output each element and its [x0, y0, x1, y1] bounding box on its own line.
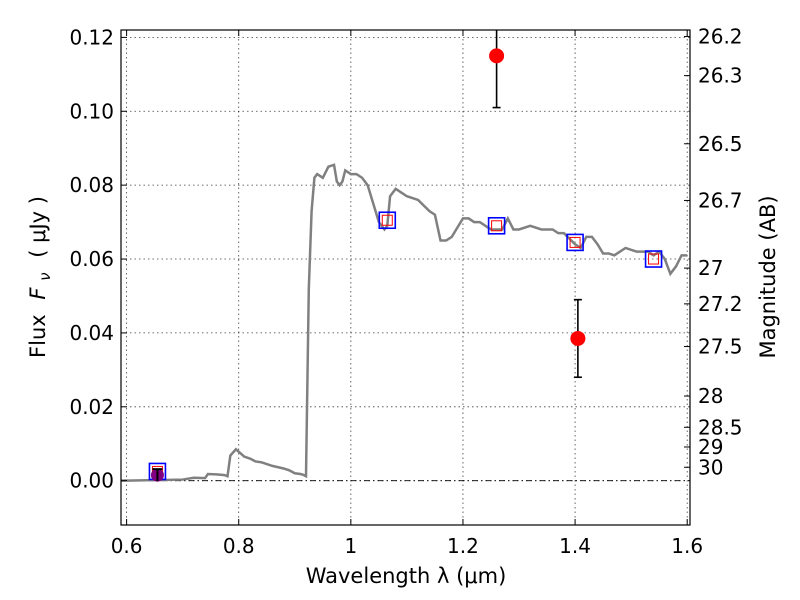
- y2-axis-label: Magnitude (AB): [756, 195, 780, 358]
- observed-point: [489, 48, 505, 64]
- model-photometry-box: [644, 250, 663, 268]
- mag-tick-label: 26.2: [698, 25, 743, 49]
- mag-tick-label: 26.5: [698, 132, 743, 156]
- model-photometry-box: [378, 211, 397, 230]
- y-axis-label-unit: ( μJy ): [26, 196, 50, 258]
- model-photometry-box: [487, 216, 506, 235]
- mag-tick-label: 27.5: [698, 335, 743, 359]
- model-photometry-inner: [569, 236, 581, 248]
- y-tick-label: 0.10: [69, 99, 114, 123]
- model-photometry-inner: [491, 220, 503, 232]
- y-tick-label: 0.00: [69, 469, 114, 493]
- model-photometry-box: [566, 233, 584, 252]
- markers: [148, 30, 663, 482]
- axis-ticks: [121, 30, 690, 525]
- mag-tick-label: 28.5: [698, 415, 743, 439]
- y-tick-label: 0.08: [69, 173, 114, 197]
- grid-lines: [121, 30, 690, 525]
- mag-tick-label: 30: [698, 455, 723, 479]
- model-photometry-inner: [648, 253, 660, 265]
- mag-tick-label: 26.7: [698, 188, 743, 212]
- x-tick-label: 0.6: [111, 534, 143, 558]
- y-axis-label-symbol: F: [26, 287, 50, 300]
- svg-text:Flux F ν ( μ: Flux F ν ( μJy ): [26, 196, 55, 358]
- y-tick-label: 0.04: [69, 321, 114, 345]
- plot-frame: [120, 29, 691, 526]
- y-axis-label: Flux F ν ( μJy ): [26, 196, 55, 358]
- y-axis-label-text: Flux: [26, 314, 50, 358]
- model-sed-line: [120, 163, 688, 482]
- mag-tick-label: 29: [698, 435, 723, 459]
- mag-tick-label: 26.3: [698, 64, 743, 88]
- y-tick-label: 0.06: [69, 247, 114, 271]
- x-tick-label: 1.6: [671, 534, 703, 558]
- x-axis-label: Wavelength λ (μm): [306, 564, 507, 588]
- mag-tick-label: 27: [698, 256, 723, 280]
- mag-tick-label: 27.2: [698, 292, 743, 316]
- series-layer: [120, 163, 688, 482]
- model-photometry-inner: [381, 214, 393, 226]
- x-tick-label: 1.4: [559, 534, 591, 558]
- observed-point: [570, 330, 586, 346]
- y-tick-label: 0.12: [69, 25, 114, 49]
- x-tick-label: 0.8: [223, 534, 255, 558]
- y-tick-label: 0.02: [69, 395, 114, 419]
- y-axis-label-subscript: ν: [36, 272, 54, 280]
- x-tick-label: 1: [344, 534, 357, 558]
- x-tick-label: 1.2: [447, 534, 479, 558]
- tick-labels: 0.6 0.8 1 1.2 1.4 1.6 0.00 0.02 0.04 0.06 0.08 0.10…: [69, 25, 742, 558]
- mag-tick-label: 28: [698, 384, 723, 408]
